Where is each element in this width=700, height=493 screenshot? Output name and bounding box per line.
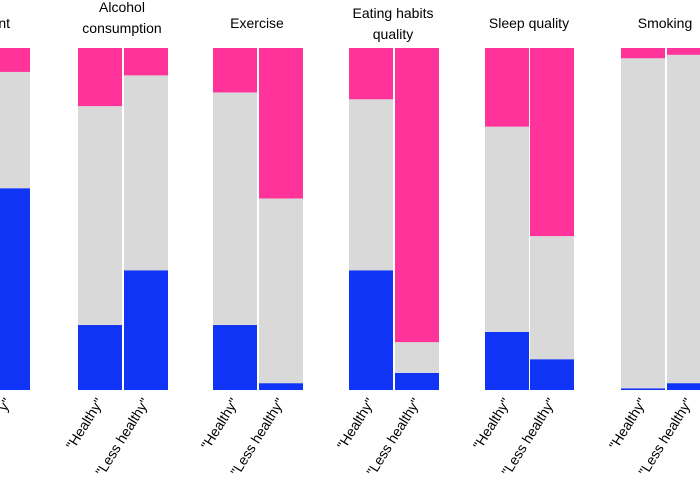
bar-segment [485,48,529,127]
bar-segment [259,48,303,199]
panel-title: quality [373,26,413,42]
panel-title: Exercise [230,15,284,31]
bar-segment [530,359,574,390]
bar-segment [78,48,122,107]
bar-segment [667,48,700,55]
bar-segment [485,126,529,332]
panel-title: nt [0,15,10,31]
bar-segment [124,48,168,76]
bar-segment [621,48,665,59]
x-tick-label: "Healthy" [198,395,242,452]
panel-title: Smoking [638,15,692,31]
bar-segment [349,48,393,100]
x-tick-label: "Healthy" [606,395,650,452]
bar-segment [530,236,574,360]
bar-segment [0,188,30,390]
bar-segment [395,342,439,373]
panel-title: consumption [82,20,161,36]
x-tick-label: y" [0,395,15,414]
bar-segment [349,270,393,390]
bar-segment [259,383,303,390]
x-tick-label: "Healthy" [470,395,514,452]
bar-segment [530,48,574,237]
bar-segment [259,198,303,384]
bar-segment [395,48,439,343]
bar-segment [621,388,665,390]
panel-title: Alcohol [99,0,145,15]
panel-title: Sleep quality [489,15,569,31]
x-tick-label: "Healthy" [334,395,378,452]
bar-segment [0,71,30,189]
bar-segment [0,48,30,72]
bar-segment [395,372,439,390]
bar-segment [485,331,529,390]
bar-segment [213,48,257,93]
panel-title: Eating habits [353,5,434,21]
bar-segment [78,325,122,390]
bar-segment [213,325,257,390]
bar-segment [349,99,393,271]
x-tick-label: "Healthy" [63,395,107,452]
bar-segment [124,75,168,271]
bar-segment [124,270,168,390]
bar-segment [78,106,122,326]
bar-segment [667,54,700,384]
bar-segment [213,92,257,326]
bar-segment [621,58,665,389]
bar-segment [667,383,700,390]
